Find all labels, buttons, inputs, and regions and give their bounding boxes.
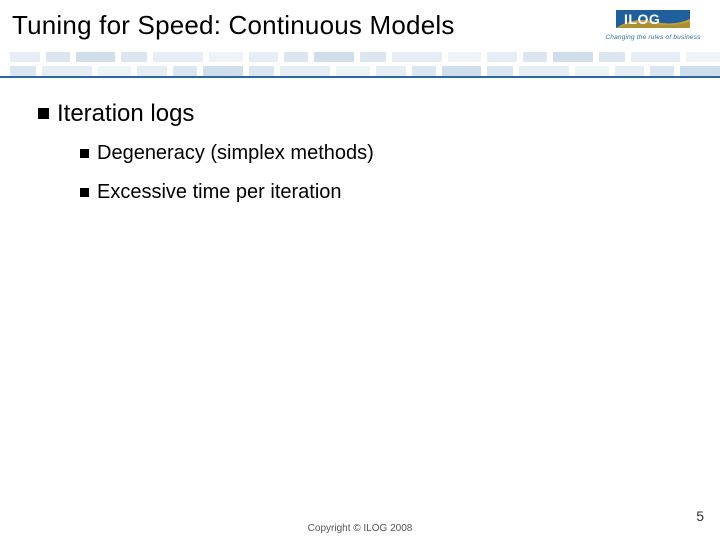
deco-square bbox=[487, 52, 517, 62]
deco-square bbox=[412, 66, 436, 76]
deco-square bbox=[153, 52, 203, 62]
deco-square bbox=[137, 66, 167, 76]
square-bullet-icon bbox=[80, 149, 89, 158]
deco-square bbox=[487, 66, 513, 76]
deco-square bbox=[519, 66, 569, 76]
deco-square bbox=[448, 52, 482, 62]
level2-text: Degeneracy (simplex methods) bbox=[97, 142, 374, 165]
deco-square bbox=[314, 52, 354, 62]
deco-square bbox=[442, 66, 482, 76]
header-decoration bbox=[0, 52, 720, 76]
deco-square bbox=[392, 52, 442, 62]
deco-square bbox=[209, 52, 243, 62]
deco-square bbox=[553, 52, 593, 62]
deco-square bbox=[523, 52, 547, 62]
deco-square bbox=[631, 52, 681, 62]
level2-group: Degeneracy (simplex methods) Excessive t… bbox=[38, 142, 720, 204]
deco-square bbox=[284, 52, 308, 62]
deco-square bbox=[46, 52, 70, 62]
deco-square bbox=[42, 66, 92, 76]
deco-square bbox=[76, 52, 116, 62]
brand-logo: ILOG Changing the rules of business bbox=[598, 6, 708, 41]
deco-square bbox=[10, 52, 40, 62]
deco-row-top bbox=[0, 52, 720, 62]
bullet-level2: Excessive time per iteration bbox=[80, 181, 720, 204]
content-area: Iteration logs Degeneracy (simplex metho… bbox=[0, 100, 720, 500]
deco-square bbox=[680, 66, 720, 76]
deco-square bbox=[599, 52, 625, 62]
deco-square bbox=[686, 52, 720, 62]
level1-text: Iteration logs bbox=[57, 100, 194, 128]
deco-square bbox=[336, 66, 370, 76]
ilog-logo-icon: ILOG bbox=[616, 6, 690, 32]
deco-square bbox=[249, 52, 279, 62]
deco-square bbox=[376, 66, 406, 76]
deco-square bbox=[575, 66, 609, 76]
logo-tagline: Changing the rules of business bbox=[598, 34, 708, 41]
logo-text: ILOG bbox=[624, 11, 660, 27]
copyright-text: Copyright © ILOG 2008 bbox=[308, 523, 413, 534]
deco-square bbox=[615, 66, 645, 76]
footer: Copyright © ILOG 2008 5 bbox=[0, 506, 720, 540]
deco-square bbox=[360, 52, 386, 62]
deco-square bbox=[249, 66, 275, 76]
level2-text: Excessive time per iteration bbox=[97, 181, 342, 204]
header-rule bbox=[0, 76, 720, 78]
deco-square bbox=[280, 66, 330, 76]
bullet-level2: Degeneracy (simplex methods) bbox=[80, 142, 720, 165]
header: Tuning for Speed: Continuous Models ILOG… bbox=[0, 0, 720, 52]
deco-square bbox=[203, 66, 243, 76]
deco-row-bottom bbox=[0, 66, 720, 76]
deco-square bbox=[121, 52, 147, 62]
deco-square bbox=[650, 66, 674, 76]
square-bullet-icon bbox=[80, 188, 89, 197]
slide: Tuning for Speed: Continuous Models ILOG… bbox=[0, 0, 720, 540]
square-bullet-icon bbox=[38, 108, 49, 119]
deco-square bbox=[98, 66, 132, 76]
deco-square bbox=[10, 66, 36, 76]
bullet-level1: Iteration logs bbox=[38, 100, 720, 128]
deco-square bbox=[173, 66, 197, 76]
slide-number: 5 bbox=[696, 508, 704, 524]
